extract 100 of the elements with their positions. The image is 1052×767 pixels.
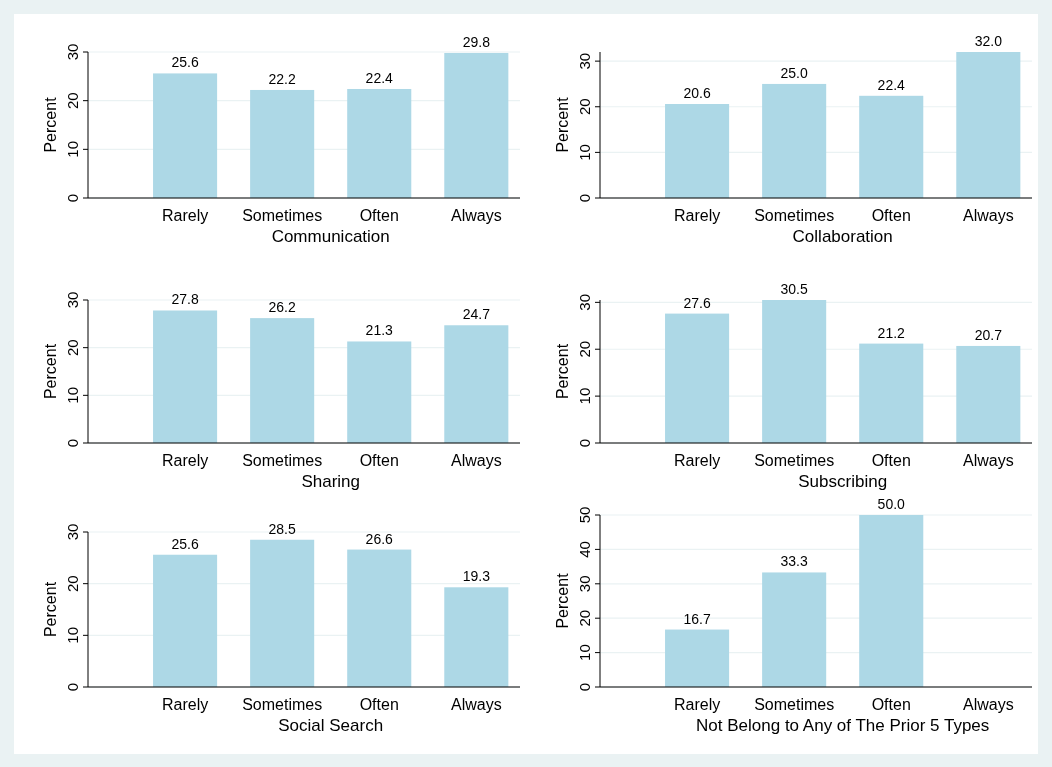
x-tick-label: Always bbox=[962, 696, 1014, 713]
bar bbox=[444, 52, 509, 198]
y-tick-label: 10 bbox=[64, 626, 81, 644]
bar bbox=[153, 310, 218, 443]
bar bbox=[665, 629, 730, 687]
y-axis-title: Percent bbox=[554, 96, 571, 153]
data-label: 24.7 bbox=[462, 306, 491, 323]
bar bbox=[347, 88, 412, 198]
y-tick-label: 0 bbox=[576, 438, 593, 448]
y-tick-label: 20 bbox=[576, 609, 593, 627]
x-tick-label: Rarely bbox=[673, 207, 721, 224]
bar bbox=[762, 83, 827, 198]
data-label: 50.0 bbox=[877, 496, 906, 512]
y-tick-label: 30 bbox=[64, 523, 81, 541]
bar bbox=[762, 572, 827, 687]
y-tick-label: 30 bbox=[64, 43, 81, 61]
y-tick-label: 0 bbox=[64, 682, 81, 692]
bar bbox=[444, 587, 509, 687]
x-tick-label: Often bbox=[359, 696, 399, 713]
y-tick-label: 10 bbox=[64, 140, 81, 158]
x-tick-label: Sometimes bbox=[754, 452, 835, 469]
bar bbox=[762, 300, 827, 443]
x-tick-label: Often bbox=[871, 452, 911, 469]
x-tick-label: Sometimes bbox=[754, 696, 835, 713]
x-tick-label: Always bbox=[450, 207, 502, 224]
x-tick-label: Always bbox=[962, 207, 1014, 224]
x-axis-title: Not Belong to Any of The Prior 5 Types bbox=[696, 716, 990, 735]
y-tick-label: 40 bbox=[576, 541, 593, 558]
data-label: 19.3 bbox=[462, 568, 491, 585]
x-tick-label: Often bbox=[359, 207, 399, 224]
y-axis-title: Percent bbox=[42, 343, 59, 400]
x-axis-title: Social Search bbox=[278, 716, 384, 735]
x-tick-label: Often bbox=[871, 207, 911, 224]
x-tick-label: Sometimes bbox=[242, 696, 323, 713]
bar bbox=[665, 104, 730, 198]
y-axis-title: Percent bbox=[554, 343, 571, 400]
bar bbox=[859, 95, 924, 198]
data-label: 30.5 bbox=[780, 281, 808, 297]
y-tick-label: 20 bbox=[64, 339, 81, 357]
x-tick-label: Always bbox=[450, 452, 502, 469]
y-tick-label: 30 bbox=[64, 291, 81, 309]
y-tick-label: 20 bbox=[576, 98, 593, 116]
data-label: 29.8 bbox=[462, 33, 491, 50]
data-label: 20.7 bbox=[974, 326, 1003, 343]
y-axis-title: Percent bbox=[42, 96, 59, 153]
y-tick-label: 20 bbox=[576, 340, 593, 358]
data-label: 25.6 bbox=[171, 535, 199, 552]
x-tick-label: Rarely bbox=[161, 452, 209, 469]
data-label: 27.6 bbox=[683, 294, 711, 311]
bar bbox=[347, 549, 412, 687]
y-tick-label: 10 bbox=[576, 387, 593, 405]
bar bbox=[859, 515, 924, 687]
data-label: 21.3 bbox=[365, 322, 394, 339]
data-label: 33.3 bbox=[780, 553, 808, 570]
bar bbox=[665, 313, 730, 443]
data-label: 22.4 bbox=[877, 76, 906, 93]
y-tick-label: 20 bbox=[64, 92, 81, 110]
x-axis-title: Communication bbox=[271, 227, 390, 246]
data-label: 25.0 bbox=[780, 64, 808, 81]
x-tick-label: Sometimes bbox=[242, 452, 323, 469]
y-tick-label: 20 bbox=[64, 575, 81, 593]
data-label: 26.2 bbox=[268, 299, 296, 316]
bar bbox=[153, 73, 218, 198]
x-axis-title: Subscribing bbox=[798, 472, 888, 491]
x-tick-label: Sometimes bbox=[754, 207, 835, 224]
bar bbox=[250, 318, 315, 443]
bar bbox=[347, 341, 412, 443]
y-tick-label: 30 bbox=[576, 575, 593, 593]
x-tick-label: Rarely bbox=[673, 696, 721, 713]
data-label: 16.7 bbox=[683, 610, 711, 627]
bar bbox=[859, 343, 924, 443]
y-axis-title: Percent bbox=[554, 572, 571, 629]
bar bbox=[956, 52, 1021, 198]
y-tick-label: 10 bbox=[576, 644, 593, 661]
data-label: 22.4 bbox=[365, 69, 394, 86]
bar bbox=[250, 539, 315, 687]
x-tick-label: Always bbox=[962, 452, 1014, 469]
data-label: 26.6 bbox=[365, 530, 394, 547]
data-label: 22.2 bbox=[268, 70, 296, 87]
data-label: 20.6 bbox=[683, 85, 711, 102]
x-tick-label: Often bbox=[871, 696, 911, 713]
bar bbox=[956, 345, 1021, 443]
y-tick-label: 50 bbox=[576, 506, 593, 524]
data-label: 32.0 bbox=[974, 33, 1003, 49]
bar bbox=[444, 325, 509, 443]
x-tick-label: Rarely bbox=[673, 452, 721, 469]
y-tick-label: 30 bbox=[576, 294, 593, 311]
y-axis-title: Percent bbox=[42, 581, 59, 638]
y-tick-label: 10 bbox=[576, 144, 593, 161]
y-tick-label: 30 bbox=[576, 52, 593, 70]
y-tick-label: 10 bbox=[64, 386, 81, 404]
x-tick-label: Rarely bbox=[161, 207, 209, 224]
bar bbox=[250, 89, 315, 198]
x-tick-label: Sometimes bbox=[242, 207, 323, 224]
y-tick-label: 0 bbox=[64, 193, 81, 203]
y-tick-label: 0 bbox=[64, 438, 81, 448]
x-tick-label: Often bbox=[359, 452, 399, 469]
x-axis-title: Sharing bbox=[301, 472, 360, 491]
data-label: 27.8 bbox=[171, 291, 199, 308]
y-tick-label: 0 bbox=[576, 193, 593, 203]
